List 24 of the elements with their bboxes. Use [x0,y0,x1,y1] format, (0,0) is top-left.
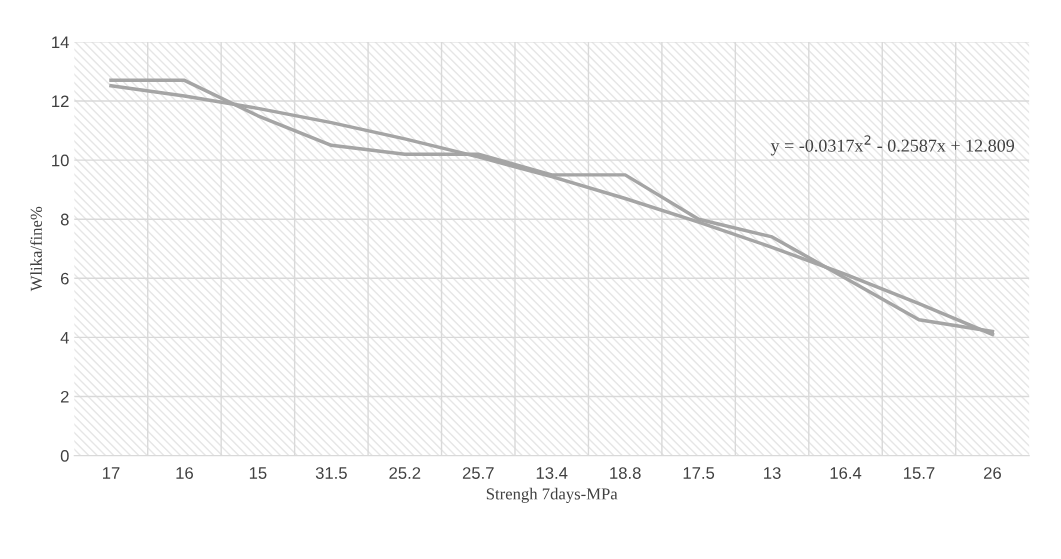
y-tick-label: 14 [52,36,69,48]
y-tick-label: 0 [60,449,69,462]
y-axis-title: Wlika/fine% [30,206,43,292]
x-tick-label: 17.5 [683,467,715,479]
y-tick-label: 2 [60,390,69,403]
x-tick-label: 18.8 [610,467,641,479]
x-tick-label: 13 [764,467,781,479]
y-tick-label: 12 [52,95,69,108]
x-tick-label: 16.4 [830,467,862,479]
x-tick-label: 25.7 [462,467,494,479]
y-tick-label: 6 [60,272,69,285]
x-tick-label: 16 [176,467,193,479]
x-tick-label: 13.4 [536,467,568,479]
y-tick-label: 8 [60,213,69,226]
x-tick-label: 25.2 [389,467,421,479]
x-tick-label: 26 [984,467,1001,479]
x-axis-title: Strengh 7days-MPa [486,487,618,503]
x-tick-label: 17 [103,467,120,479]
x-tick-label: 15.7 [904,467,935,479]
y-tick-label: 4 [60,331,69,344]
x-tick-label: 31.5 [315,467,347,479]
y-tick-label: 10 [52,154,69,167]
x-tick-label: 15 [249,467,267,479]
annotation: y = -0.0317x$^{2}$ - 0.2587x + 12.809 [770,135,1015,156]
